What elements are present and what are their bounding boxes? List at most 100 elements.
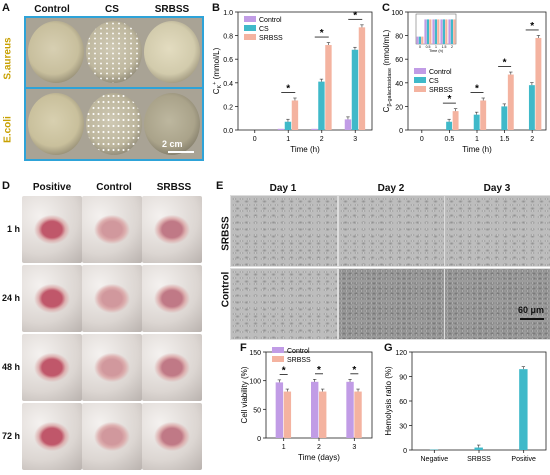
chart-g: 0 30 60 90 120 Negative SRBSS Positive Hemolysis… (384, 350, 547, 463)
y-tick-label: 120 (395, 350, 407, 357)
bar (528, 85, 535, 130)
skin-photo-srbss-1h (142, 196, 202, 263)
panel-d-col-header-positive: Positive (32, 182, 72, 193)
y-tick-label: 60 (395, 57, 403, 64)
chart-f: 0 50 100 150 1 * 2 * 3 * Time (days) Cell viability… (240, 347, 373, 462)
bar (480, 100, 487, 130)
significance-star: * (530, 21, 534, 32)
panel-a-scale-bar (168, 151, 194, 153)
y-tick-label: 0.8 (223, 34, 233, 41)
significance-star: * (447, 94, 451, 105)
bar (291, 100, 299, 130)
inset-tick-label: 1 (435, 45, 437, 49)
x-tick-label: 1 (286, 136, 290, 143)
x-tick-label: Negative (421, 456, 449, 463)
y-tick-label: 60 (399, 399, 407, 406)
inset-bar (426, 19, 429, 44)
bar (346, 381, 354, 438)
inset-bar (437, 19, 440, 44)
x-tick-label: 0 (420, 136, 424, 143)
inset-bar (421, 36, 424, 44)
panel-d-col-header-srbss: SRBSS (156, 182, 192, 193)
panel-a-row-label-saureus: S.aureus (2, 37, 14, 80)
inset-bar (434, 19, 437, 44)
bar (344, 119, 352, 130)
panel-a-plate-divider (24, 87, 204, 89)
y-tick-label: 100 (249, 379, 261, 386)
bar (507, 74, 514, 130)
panel-label-d: D (2, 180, 10, 192)
skin-photo-srbss-72h (142, 403, 202, 470)
panel-label-b: B (212, 2, 220, 14)
inset-bar (416, 36, 419, 44)
significance-star: * (317, 365, 321, 376)
legend-label: CS (429, 78, 439, 85)
micrograph-srbss-day1 (230, 195, 338, 267)
y-tick-label: 0.2 (223, 104, 233, 111)
panel-a-col-header-cs: CS (105, 4, 119, 15)
legend-swatch (244, 34, 256, 40)
significance-star: * (282, 365, 286, 376)
plate-saureus-cs (86, 21, 142, 83)
significance-star: * (352, 365, 356, 376)
y-tick-label: 0 (399, 128, 403, 135)
skin-photo-positive-72h (22, 403, 82, 470)
y-tick-label: 20 (395, 104, 403, 111)
micrograph-srbss-day3 (444, 195, 550, 267)
panel-label-f: F (240, 342, 247, 354)
bar (283, 391, 292, 438)
x-tick-label: 0.5 (445, 136, 455, 143)
y-tick-label: 0.4 (223, 81, 233, 88)
bar (519, 369, 528, 450)
y-tick-label: 0 (257, 436, 261, 443)
inset-tick-label: 0.5 (426, 45, 431, 49)
y-tick-label: 1.0 (223, 10, 233, 17)
panel-d-row-label-48h: 48 h (1, 361, 20, 372)
bar (325, 45, 332, 130)
bar (311, 381, 319, 438)
x-tick-label: 1 (475, 136, 479, 143)
bar (473, 114, 480, 130)
inset-x-label: Time (h) (429, 49, 444, 53)
inset-bar (418, 36, 421, 44)
skin-photo-srbss-48h (142, 334, 202, 401)
plot-frame (237, 11, 373, 131)
skin-photo-control-1h (82, 196, 142, 263)
plate-saureus-control (28, 21, 84, 83)
inset-bar (448, 19, 451, 44)
bar (311, 128, 318, 130)
skin-photo-control-48h (82, 334, 142, 401)
legend-swatch (244, 16, 256, 22)
panel-e-col-header-day3: Day 3 (483, 183, 511, 194)
legend-label: SRBSS (429, 87, 453, 94)
y-tick-label: 40 (395, 81, 403, 88)
chart-b: 0.0 0.2 0.4 0.6 0.8 1.0 0 1 * 2 * 3 * Time (h) CK+ (mm… (212, 10, 373, 154)
inset-bar (440, 19, 443, 44)
x-tick-label: 3 (352, 444, 356, 451)
inset-tick-label: 0 (419, 45, 421, 49)
x-axis-label: Time (days) (298, 453, 340, 462)
bar (319, 391, 327, 438)
y-axis-label: Cβ-galactosidase (nmol/mL) (382, 29, 393, 112)
skin-photo-positive-48h (22, 334, 82, 401)
skin-photo-srbss-24h (142, 265, 202, 332)
legend-label: Control (259, 17, 282, 24)
micrograph-srbss-day2 (338, 195, 446, 267)
panel-label-e: E (216, 180, 224, 192)
x-tick-label: 2 (530, 136, 534, 143)
y-tick-label: 0.6 (223, 57, 233, 64)
significance-star: * (286, 84, 290, 95)
plate-ecoli-control (28, 93, 84, 155)
inset-bar (429, 19, 432, 44)
panel-a-col-header-srbss: SRBSS (154, 4, 190, 15)
inset-bar (424, 19, 427, 44)
panel-label-c: C (382, 2, 390, 14)
x-tick-label: 1.5 (500, 136, 510, 143)
plate-ecoli-cs (86, 93, 142, 155)
legend-label: Control (429, 69, 452, 76)
significance-star: * (353, 10, 357, 21)
bar (318, 81, 325, 130)
inset-bar (453, 19, 456, 44)
y-tick-label: 0.0 (223, 128, 233, 135)
